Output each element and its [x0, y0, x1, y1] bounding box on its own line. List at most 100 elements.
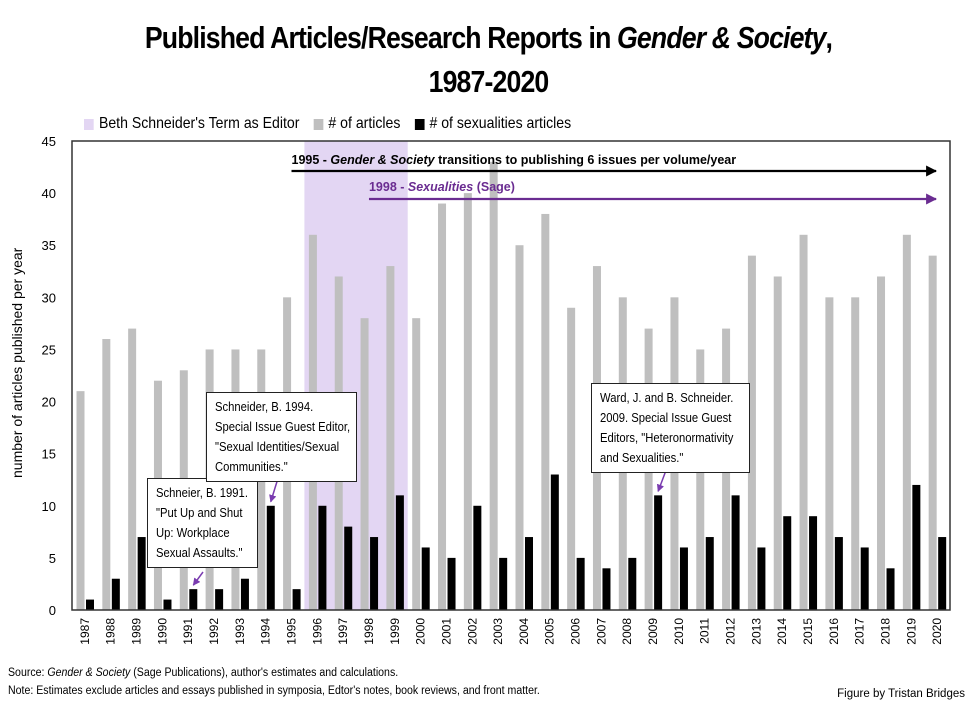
x-tick-label: 1995 — [285, 618, 299, 645]
x-tick-label: 2017 — [853, 618, 867, 645]
callout-line: Schneier, B. 1991. — [156, 486, 248, 500]
annotation-text-gs-transition: 1995 - Gender & Society transitions to p… — [292, 153, 737, 167]
bar-sexualities-1997 — [344, 526, 353, 610]
callout-line: Schneider, B. 1994. — [215, 400, 314, 414]
y-tick-label: 20 — [42, 395, 56, 410]
bar-articles-1999 — [386, 266, 395, 610]
x-tick-label: 1999 — [388, 618, 402, 645]
x-tick-label: 2002 — [465, 618, 479, 645]
bar-sexualities-2020 — [938, 537, 947, 610]
annotation-year: 1995 - — [292, 153, 331, 167]
title-suffix: , — [825, 20, 833, 55]
bar-articles-1987 — [76, 391, 85, 610]
bar-sexualities-1989 — [137, 537, 146, 610]
y-tick-label: 15 — [42, 447, 56, 462]
bar-sexualities-2006 — [576, 557, 585, 610]
bar-sexualities-1993 — [240, 578, 249, 610]
x-tick-label: 1988 — [104, 618, 118, 645]
callout-line: Up: Workplace — [156, 526, 230, 540]
bar-sexualities-1988 — [111, 578, 120, 610]
x-tick-label: 2006 — [569, 618, 583, 645]
annotation-year: 1998 - — [369, 180, 408, 194]
y-tick-label: 10 — [42, 499, 56, 514]
callout-line: and Sexualities." — [600, 451, 684, 465]
annotation-journal: Gender & Society — [330, 153, 435, 167]
bar-sexualities-1995 — [292, 589, 301, 610]
bar-articles-2018 — [877, 276, 886, 610]
x-tick-label: 2005 — [543, 618, 557, 645]
x-tick-label: 1998 — [362, 618, 376, 645]
bar-sexualities-1994 — [266, 505, 275, 610]
annotation-text-sexualities-journal: 1998 - Sexualities (Sage) — [369, 180, 515, 194]
x-tick-label: 1989 — [130, 618, 144, 645]
bar-sexualities-1999 — [395, 495, 404, 610]
callout-line: "Sexual Identities/Sexual — [215, 440, 340, 454]
x-tick-label: 2015 — [801, 618, 815, 645]
legend-swatch-sexualities — [414, 118, 425, 130]
bar-articles-2020 — [928, 255, 937, 610]
callout-line: Editors, "Heteronormativity — [600, 431, 734, 445]
bar-sexualities-2017 — [860, 547, 869, 610]
chart-title-line-2: 1987-2020 — [428, 64, 550, 99]
bar-articles-2000 — [412, 318, 421, 610]
bar-sexualities-2001 — [447, 557, 456, 610]
y-tick-label: 45 — [42, 134, 56, 149]
y-tick-label: 0 — [49, 603, 56, 618]
bar-sexualities-2015 — [809, 516, 818, 610]
bar-articles-1988 — [102, 339, 111, 610]
bar-articles-2003 — [489, 161, 498, 610]
bar-articles-2011 — [696, 349, 705, 610]
x-tick-label: 2019 — [904, 618, 918, 645]
x-tick-label: 2018 — [878, 618, 892, 645]
annotation-journal: Sexualities — [408, 180, 473, 194]
bar-sexualities-2014 — [783, 516, 792, 610]
bar-articles-1998 — [360, 318, 369, 610]
bar-sexualities-2003 — [499, 557, 508, 610]
bar-sexualities-1998 — [370, 537, 379, 610]
y-tick-label: 25 — [42, 342, 56, 357]
callout-line: "Put Up and Shut — [156, 506, 243, 520]
x-tick-label: 2014 — [775, 618, 789, 645]
x-tick-label: 1991 — [181, 618, 195, 645]
plot-frame — [71, 140, 951, 611]
legend-label-editor-term: Beth Schneider's Term as Editor — [98, 115, 300, 132]
y-tick-label: 30 — [42, 290, 56, 305]
legend-item-sexualities: # of sexualities articles — [414, 115, 571, 133]
bar-articles-2015 — [799, 234, 808, 611]
bar-sexualities-2005 — [550, 474, 559, 610]
x-tick-label: 2016 — [827, 618, 841, 645]
bar-articles-2013 — [747, 255, 756, 610]
bar-articles-2006 — [567, 307, 576, 610]
source-journal: Gender & Society — [47, 667, 131, 679]
x-tick-label: 1990 — [155, 618, 169, 645]
bar-sexualities-1992 — [215, 589, 224, 610]
callout-line: Ward, J. and B. Schneider. — [600, 391, 734, 405]
bar-articles-2016 — [825, 297, 834, 610]
bar-articles-2004 — [515, 245, 524, 610]
x-tick-label: 2009 — [646, 618, 660, 645]
x-tick-label: 1987 — [78, 618, 92, 645]
x-tick-label: 2000 — [414, 618, 428, 645]
source-suffix: (Sage Publications), author's estimates … — [130, 667, 399, 679]
bar-articles-2001 — [438, 203, 447, 611]
bar-sexualities-2000 — [421, 547, 430, 610]
bar-sexualities-2010 — [679, 547, 688, 610]
x-tick-label: 2003 — [491, 618, 505, 645]
callout-1991: Schneier, B. 1991. "Put Up and Shut Up: … — [147, 478, 258, 568]
legend-swatch-editor-term — [84, 118, 94, 130]
bar-sexualities-1991 — [189, 589, 198, 610]
source-prefix: Source: — [8, 667, 48, 679]
legend: Beth Schneider's Term as Editor # of art… — [84, 113, 585, 135]
x-tick-label: 2004 — [517, 618, 531, 645]
bar-sexualities-2012 — [731, 495, 740, 610]
title-journal-name: Gender & Society — [617, 20, 826, 55]
callout-line: Special Issue Guest Editor, — [215, 420, 351, 434]
bar-sexualities-2008 — [628, 557, 637, 610]
source-note: Source: Gender & Society (Sage Publicati… — [8, 667, 398, 679]
x-tick-label: 2011 — [698, 618, 712, 644]
bar-sexualities-2009 — [654, 495, 663, 610]
callout-2009: Ward, J. and B. Schneider. 2009. Special… — [591, 383, 750, 473]
bar-sexualities-2016 — [834, 537, 843, 610]
x-tick-label: 2007 — [594, 618, 608, 645]
